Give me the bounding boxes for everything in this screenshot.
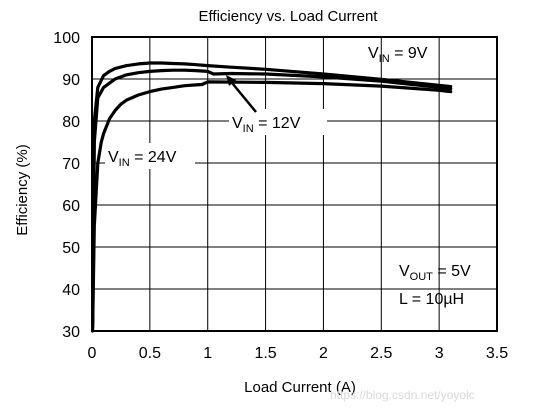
x-tick-label: 1.5 [254, 345, 276, 362]
x-tick-labels: 0 0.5 1 1.5 2 2.5 3 3.5 [88, 345, 509, 362]
series-line-1 [90, 61, 453, 325]
y-tick-label: 50 [62, 240, 80, 257]
grid-lines [92, 37, 497, 331]
y-tick-labels: 30 40 50 60 70 80 90 100 [53, 30, 80, 341]
y-tick-label: 90 [62, 72, 80, 89]
annotation-text: VIN = 9V [368, 45, 428, 65]
annotation-bg [229, 109, 327, 135]
x-tick-label: 1 [203, 345, 212, 362]
y-axis-label: Efficiency (%) [14, 144, 31, 235]
x-tick-label: 0 [88, 345, 97, 362]
series-line-2 [90, 68, 453, 329]
x-tick-label: 2.5 [370, 345, 392, 362]
annotation-bg [105, 143, 195, 169]
annotation-arrow-line [227, 77, 257, 113]
y-tick-label: 70 [62, 156, 80, 173]
annotation-text: VOUT = 5V [399, 263, 471, 283]
annotation-text: VIN = 24V [108, 149, 177, 169]
annotation-text: L = 10µH [399, 291, 464, 308]
x-tick-label: 2 [319, 345, 328, 362]
series-line-3 [90, 80, 453, 333]
y-tick-label: 40 [62, 282, 80, 299]
x-axis-label: Load Current (A) [244, 379, 356, 396]
annotation-2: VIN = 12V [229, 109, 327, 135]
y-tick-label: 60 [62, 198, 80, 215]
annotation-arrow-head [226, 75, 236, 86]
y-tick-label: 80 [62, 114, 80, 131]
watermark: https://blog.csdn.net/yoyolc [330, 388, 475, 402]
chart-title: Efficiency vs. Load Current [199, 8, 379, 25]
annotation-1: VIN = 9V [368, 45, 428, 65]
series-lines [90, 61, 453, 333]
x-tick-label: 3 [435, 345, 444, 362]
annotation-3: VIN = 24V [105, 143, 195, 169]
x-tick-label: 3.5 [486, 345, 508, 362]
annotation-5: L = 10µH [399, 291, 464, 308]
annotation-text: VIN = 12V [232, 115, 301, 135]
y-tick-label: 100 [53, 30, 80, 47]
annotations: VIN = 9V VIN = 12V VIN = 24V VOUT = 5V L = 1… [105, 45, 471, 308]
x-tick-label: 0.5 [139, 345, 161, 362]
annotation-4: VOUT = 5V [399, 263, 471, 283]
plot-frame [91, 36, 498, 332]
y-tick-label: 30 [62, 324, 80, 341]
